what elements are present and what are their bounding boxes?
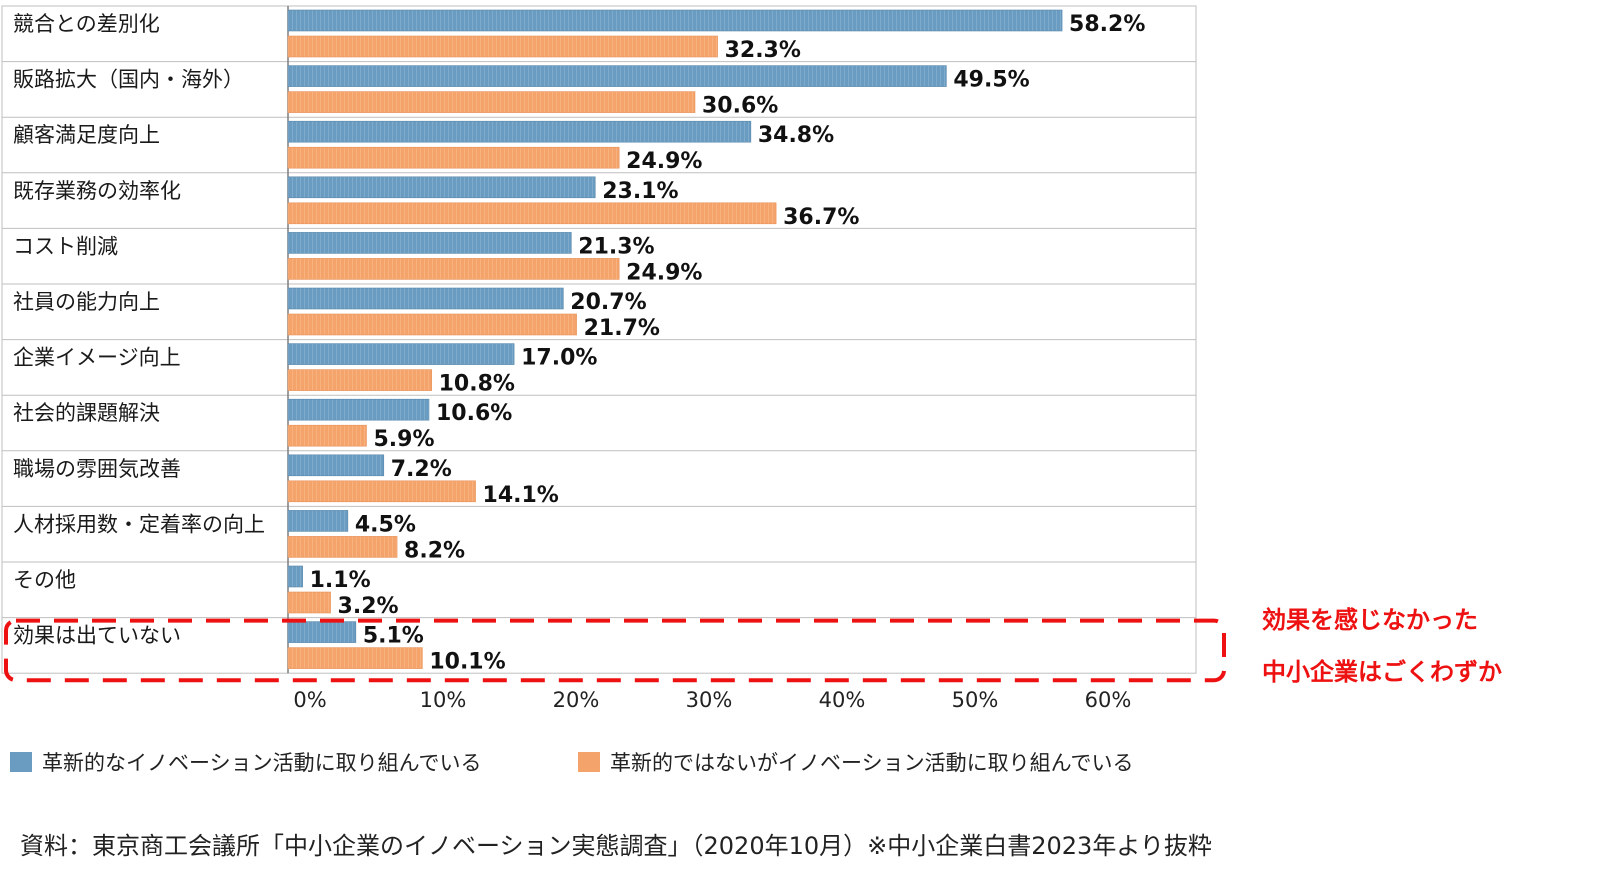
x-tick-label: 40% [819, 688, 866, 712]
x-tick-label: 50% [952, 688, 999, 712]
category-label: その他 [13, 568, 76, 592]
bar-innovative [287, 621, 357, 643]
data-label: 36.7% [783, 205, 859, 230]
data-label: 10.1% [429, 650, 505, 675]
bar-non-innovative [287, 258, 620, 280]
bar-innovative [287, 65, 947, 87]
bar-innovative [287, 343, 515, 365]
bar-non-innovative [287, 480, 476, 503]
data-label: 3.2% [338, 594, 399, 619]
data-label: 58.2% [1069, 12, 1145, 37]
callout-text: 中小企業はごくわずか [1262, 658, 1502, 686]
data-label: 1.1% [310, 568, 371, 593]
category-label: 効果は出ていない [13, 624, 181, 648]
data-label: 8.2% [404, 538, 465, 563]
data-label: 7.2% [391, 457, 452, 482]
bar-non-innovative [287, 591, 331, 614]
bar-innovative [287, 176, 596, 199]
data-label: 32.3% [725, 38, 801, 63]
data-label: 23.1% [602, 179, 678, 204]
category-label: 人材採用数・定着率の向上 [13, 512, 265, 536]
bar-innovative [287, 232, 572, 254]
legend-swatch [10, 752, 32, 772]
category-label: 社員の能力向上 [13, 290, 160, 314]
x-tick-label: 20% [553, 688, 600, 712]
category-label: 既存業務の効率化 [13, 179, 181, 203]
legend-label: 革新的ではないがイノベーション活動に取り組んでいる [610, 751, 1134, 775]
data-label: 21.7% [584, 316, 660, 341]
category-label: 競合との差別化 [13, 12, 160, 36]
category-label: 職場の雰囲気改善 [13, 457, 181, 481]
data-label: 5.1% [363, 624, 424, 649]
category-label: 販路拡大（国内・海外） [13, 68, 244, 92]
bar-non-innovative [287, 369, 432, 391]
data-label: 20.7% [570, 290, 646, 315]
bar-innovative [287, 120, 752, 143]
category-label: コスト削減 [13, 234, 118, 258]
data-label: 5.9% [373, 427, 434, 452]
bar-innovative [287, 287, 564, 310]
bar-non-innovative [287, 202, 777, 225]
data-label: 17.0% [521, 346, 597, 371]
data-label: 10.6% [436, 401, 512, 426]
category-label: 顧客満足度向上 [13, 123, 160, 147]
data-label: 4.5% [355, 512, 416, 537]
category-label: 企業イメージ向上 [13, 346, 181, 370]
bar-non-innovative [287, 424, 367, 447]
bar-innovative [287, 398, 430, 421]
category-label: 社会的課題解決 [13, 401, 160, 425]
data-label: 24.9% [626, 149, 702, 174]
data-label: 10.8% [439, 372, 515, 397]
data-label: 30.6% [702, 94, 778, 119]
x-tick-label: 30% [686, 688, 733, 712]
x-tick-label: 60% [1085, 688, 1132, 712]
bar-innovative [287, 565, 303, 588]
x-tick-label: 10% [420, 688, 467, 712]
data-label: 34.8% [758, 123, 834, 148]
bar-non-innovative [287, 91, 696, 113]
data-label: 49.5% [953, 68, 1029, 93]
legend-label: 革新的なイノベーション活動に取り組んでいる [42, 751, 482, 775]
data-label: 21.3% [578, 234, 654, 259]
bar-innovative [287, 510, 349, 532]
data-label: 14.1% [483, 483, 559, 508]
legend-swatch [578, 752, 600, 772]
bar-innovative [287, 454, 385, 477]
bar-non-innovative [287, 146, 620, 169]
bar-non-innovative [287, 536, 398, 558]
data-label: 24.9% [626, 260, 702, 285]
bar-non-innovative [287, 313, 577, 336]
source-note: 資料：東京商工会議所「中小企業のイノベーション実態調査」（2020年10月）※中… [20, 832, 1212, 860]
bar-innovative [287, 9, 1063, 32]
highlight-box [4, 618, 1226, 683]
bar-non-innovative [287, 647, 423, 669]
callout-text: 効果を感じなかった [1262, 606, 1478, 634]
x-tick-label: 0% [293, 688, 326, 712]
bar-non-innovative [287, 35, 718, 58]
